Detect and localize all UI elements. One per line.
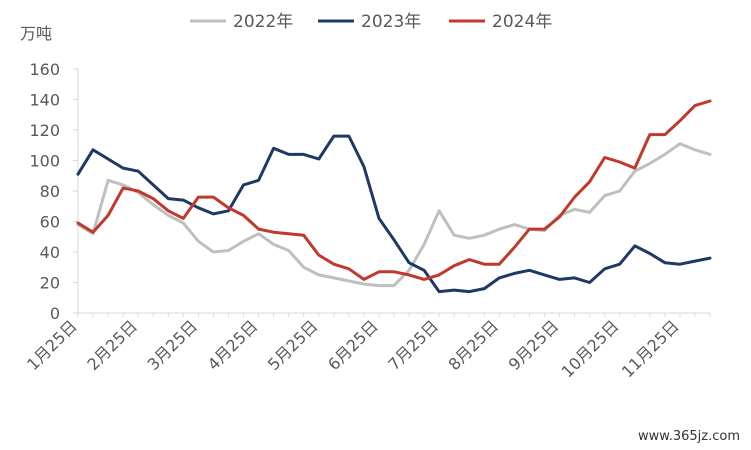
watermark: www.365jz.com [638,429,740,444]
y-tick-label: 140 [29,91,60,110]
x-tick-label: 8月25日 [444,316,502,374]
legend-label-2022年: 2022年 [233,12,293,32]
y-axis-unit: 万吨 [20,24,52,43]
x-tick-label: 3月25日 [144,316,202,374]
y-tick-label: 160 [29,60,60,79]
legend-label-2024年: 2024年 [492,12,552,32]
x-axis-ticks: 1月25日 2月25日 3月25日 4月25日 5月25日 6月25日 7月25日 8月25日… [23,313,711,381]
series-line-2023年 [76,134,712,294]
legend: 2022年 2023年 2024年 [190,12,552,32]
x-tick-label: 6月25日 [324,316,382,374]
x-tick-label: 5月25日 [264,316,322,374]
legend-label-2023年: 2023年 [361,12,421,32]
y-tick-label: 80 [40,182,60,201]
y-tick-label: 20 [40,274,60,293]
series-lines [76,99,712,294]
series-line-2022年 [76,142,712,288]
series-line-2024年 [76,99,712,281]
y-tick-label: 40 [40,243,60,262]
y-tick-label: 100 [29,152,60,171]
x-tick-label: 9月25日 [505,316,563,374]
x-tick-label: 11月25日 [618,316,683,381]
y-tick-label: 120 [29,121,60,140]
x-tick-label: 7月25日 [384,316,442,374]
y-axis-ticks: 0 20 40 60 80 100 120 140 160 [29,60,78,323]
x-tick-label: 1月25日 [23,316,81,374]
y-tick-label: 0 [50,304,60,323]
x-tick-label: 2月25日 [83,316,141,374]
x-tick-label: 10月25日 [558,316,623,381]
x-tick-label: 4月25日 [204,316,262,374]
y-tick-label: 60 [40,213,60,232]
